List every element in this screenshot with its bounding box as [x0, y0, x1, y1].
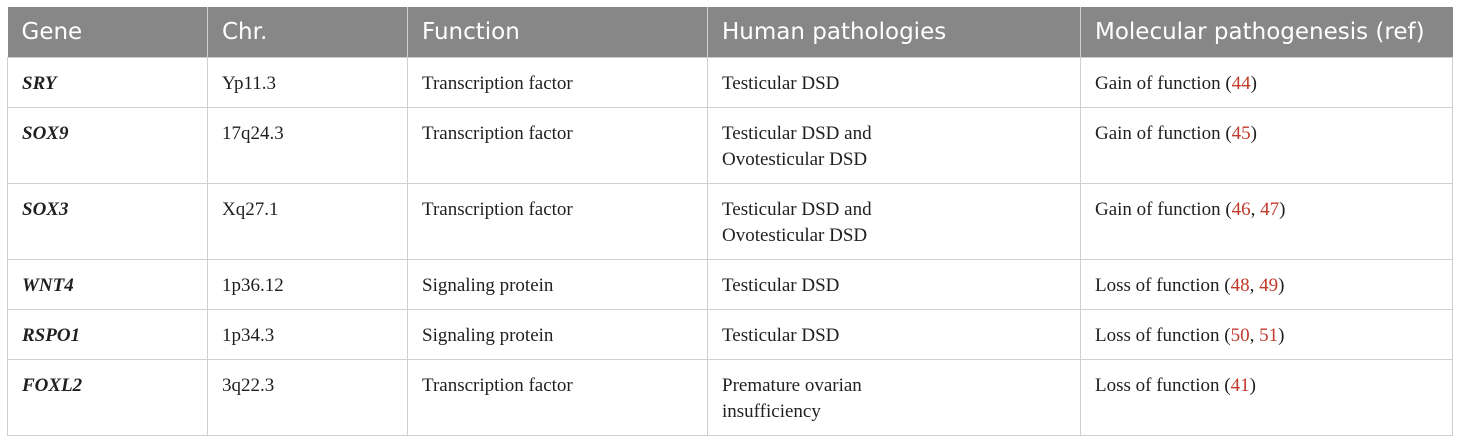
- cell-gene: FOXL2: [7, 359, 208, 436]
- reference-link[interactable]: 50: [1230, 325, 1250, 346]
- reference-link[interactable]: 49: [1259, 275, 1279, 296]
- cell-gene: WNT4: [7, 259, 208, 310]
- cell-function: Transcription factor: [407, 359, 708, 436]
- cell-human-pathologies: Premature ovarian insufficiency: [707, 359, 1081, 436]
- table-row: SOX3 Xq27.1 Transcription factor Testicular…: [7, 183, 1453, 260]
- pathogenesis-text: Gain of function: [1095, 199, 1221, 220]
- header-molecular-pathogenesis: Molecular pathogenesis (ref): [1080, 7, 1453, 58]
- cell-molecular-pathogenesis: Gain of function (45): [1080, 107, 1453, 184]
- table-row: WNT4 1p36.12 Signaling protein Testicular D…: [7, 259, 1453, 310]
- header-human-pathologies: Human pathologies: [707, 7, 1081, 58]
- cell-molecular-pathogenesis: Loss of function (41): [1080, 359, 1453, 436]
- reference-link[interactable]: 51: [1259, 325, 1279, 346]
- table-row: FOXL2 3q22.3 Transcription factor Premature…: [7, 359, 1453, 436]
- cell-molecular-pathogenesis: Loss of function (50, 51): [1080, 309, 1453, 360]
- pathogenesis-text: Gain of function: [1095, 123, 1221, 144]
- pathology-line: Ovotesticular DSD: [722, 225, 868, 246]
- cell-function: Transcription factor: [407, 107, 708, 184]
- table-row: SOX9 17q24.3 Transcription factor Testicula…: [7, 107, 1453, 184]
- cell-gene: SRY: [7, 57, 208, 108]
- cell-molecular-pathogenesis: Gain of function (46, 47): [1080, 183, 1453, 260]
- reference-link[interactable]: 47: [1260, 199, 1280, 220]
- table-header: Gene Chr. Function Human pathologies Mol…: [7, 7, 1453, 58]
- reference-link[interactable]: 45: [1231, 123, 1251, 144]
- pathogenesis-text: Loss of function: [1095, 325, 1220, 346]
- pathology-line: Testicular DSD: [722, 275, 840, 296]
- reference-link[interactable]: 48: [1230, 275, 1250, 296]
- pathology-line: Testicular DSD and: [722, 199, 872, 220]
- pathology-line: Testicular DSD: [722, 325, 840, 346]
- cell-gene: SOX9: [7, 107, 208, 184]
- cell-chr: Xq27.1: [207, 183, 408, 260]
- pathology-line: Ovotesticular DSD: [722, 149, 868, 170]
- cell-human-pathologies: Testicular DSD and Ovotesticular DSD: [707, 107, 1081, 184]
- cell-chr: 1p36.12: [207, 259, 408, 310]
- cell-function: Signaling protein: [407, 309, 708, 360]
- table-row: SRY Yp11.3 Transcription factor Testicular …: [7, 57, 1453, 108]
- pathology-line: Testicular DSD: [722, 73, 840, 94]
- header-gene: Gene: [7, 7, 208, 58]
- cell-human-pathologies: Testicular DSD: [707, 309, 1081, 360]
- cell-molecular-pathogenesis: Gain of function (44): [1080, 57, 1453, 108]
- cell-gene: SOX3: [7, 183, 208, 260]
- cell-human-pathologies: Testicular DSD and Ovotesticular DSD: [707, 183, 1081, 260]
- cell-molecular-pathogenesis: Loss of function (48, 49): [1080, 259, 1453, 310]
- header-row: Gene Chr. Function Human pathologies Mol…: [7, 7, 1453, 58]
- pathology-line: Testicular DSD and: [722, 123, 872, 144]
- cell-function: Transcription factor: [407, 183, 708, 260]
- cell-function: Signaling protein: [407, 259, 708, 310]
- gene-table-container: Gene Chr. Function Human pathologies Mol…: [7, 7, 1453, 436]
- pathogenesis-text: Gain of function: [1095, 73, 1221, 94]
- pathology-line: insufficiency: [722, 401, 821, 422]
- table-body: SRY Yp11.3 Transcription factor Testicular …: [7, 57, 1453, 436]
- cell-chr: Yp11.3: [207, 57, 408, 108]
- reference-link[interactable]: 41: [1230, 375, 1250, 396]
- table-row: RSPO1 1p34.3 Signaling protein Testicular D…: [7, 309, 1453, 360]
- reference-link[interactable]: 46: [1231, 199, 1251, 220]
- pathogenesis-text: Loss of function: [1095, 375, 1220, 396]
- cell-chr: 1p34.3: [207, 309, 408, 360]
- header-function: Function: [407, 7, 708, 58]
- cell-gene: RSPO1: [7, 309, 208, 360]
- cell-human-pathologies: Testicular DSD: [707, 57, 1081, 108]
- pathogenesis-text: Loss of function: [1095, 275, 1220, 296]
- cell-function: Transcription factor: [407, 57, 708, 108]
- gene-table: Gene Chr. Function Human pathologies Mol…: [7, 7, 1453, 436]
- cell-chr: 3q22.3: [207, 359, 408, 436]
- pathology-line: Premature ovarian: [722, 375, 862, 396]
- reference-link[interactable]: 44: [1231, 73, 1251, 94]
- header-chr: Chr.: [207, 7, 408, 58]
- cell-human-pathologies: Testicular DSD: [707, 259, 1081, 310]
- cell-chr: 17q24.3: [207, 107, 408, 184]
